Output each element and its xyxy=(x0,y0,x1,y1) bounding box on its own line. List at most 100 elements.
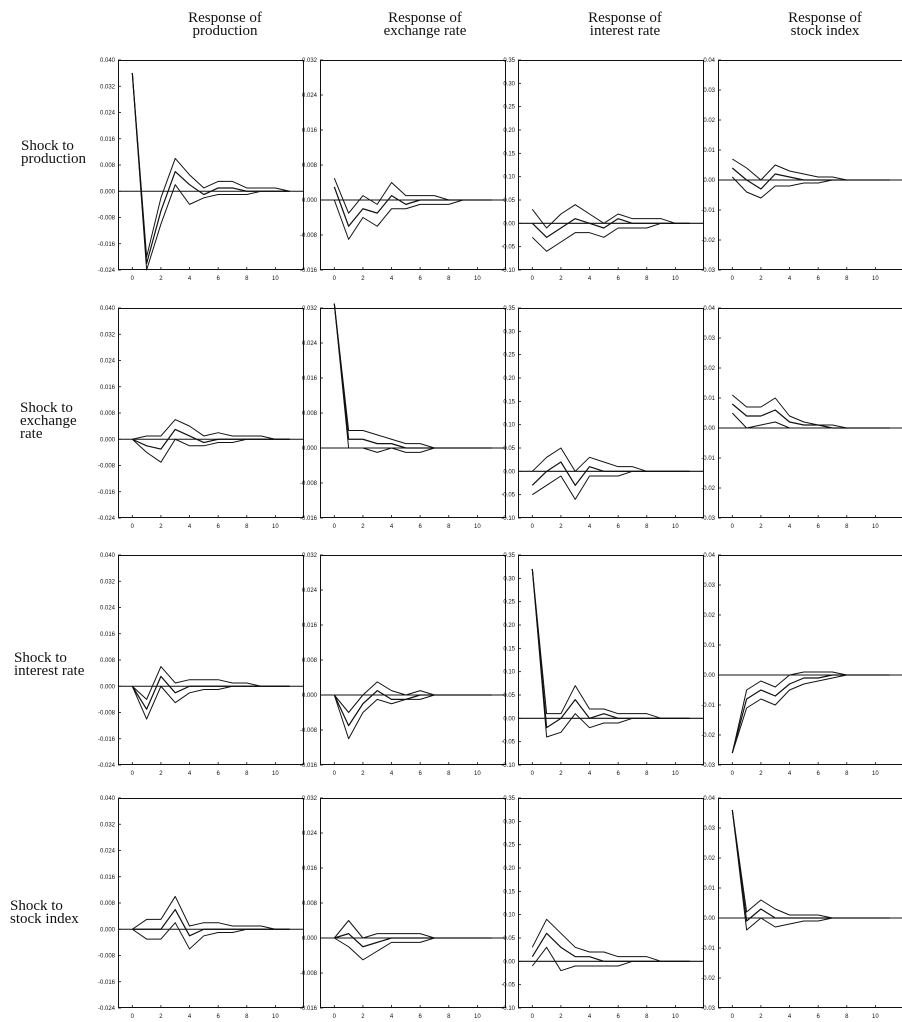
y-tick-label: 0.25 xyxy=(503,843,515,849)
y-tick-label: 0.05 xyxy=(503,693,515,699)
y-tick-label: 0.01 xyxy=(703,148,715,154)
x-tick-label: 2 xyxy=(559,524,563,530)
x-tick-label: 6 xyxy=(216,276,220,282)
y-tick-label: 0.35 xyxy=(503,796,515,802)
y-tick-label: 0.000 xyxy=(302,936,318,942)
y-tick-label: 0.008 xyxy=(100,901,116,907)
y-tick-label: -0.01 xyxy=(701,946,715,952)
response-line xyxy=(334,934,491,947)
confidence-band-line xyxy=(132,686,289,719)
x-tick-label: 10 xyxy=(474,1014,481,1020)
x-tick-label: 2 xyxy=(759,276,763,282)
x-tick-label: 0 xyxy=(333,276,337,282)
y-tick-label: 0.000 xyxy=(302,693,318,699)
y-tick-label: 0.04 xyxy=(703,553,715,559)
y-tick-label: -0.10 xyxy=(501,516,515,522)
x-tick-label: 8 xyxy=(845,771,849,777)
confidence-band-line xyxy=(132,439,289,462)
y-tick-label: 0.03 xyxy=(703,88,715,94)
plot-frame xyxy=(519,799,704,1008)
x-tick-label: 6 xyxy=(418,1014,422,1020)
y-tick-label: 0.01 xyxy=(703,643,715,649)
x-tick-label: 8 xyxy=(645,276,649,282)
y-tick-label: 0.032 xyxy=(100,84,116,90)
x-tick-label: 10 xyxy=(872,524,879,530)
y-tick-label: 0.016 xyxy=(302,128,318,134)
x-tick-label: 10 xyxy=(474,771,481,777)
x-tick-label: 6 xyxy=(418,771,422,777)
y-tick-label: -0.02 xyxy=(701,976,715,982)
y-tick-label: 0.05 xyxy=(503,198,515,204)
y-tick-label: 0.040 xyxy=(100,796,116,802)
y-tick-label: 0.03 xyxy=(703,583,715,589)
x-tick-label: 10 xyxy=(672,1014,679,1020)
response-line xyxy=(532,933,689,961)
plot-frame xyxy=(719,556,902,765)
column-header-line: production xyxy=(145,25,305,38)
y-tick-label: 0.20 xyxy=(503,623,515,629)
y-tick-label: 0.040 xyxy=(100,306,116,312)
y-tick-label: 0.04 xyxy=(703,58,715,64)
x-tick-label: 2 xyxy=(361,771,365,777)
y-tick-label: -0.024 xyxy=(98,763,116,769)
y-tick-label: 0.032 xyxy=(100,822,116,828)
x-tick-label: 8 xyxy=(447,1014,451,1020)
y-tick-label: 0.008 xyxy=(100,658,116,664)
y-tick-label: 0.024 xyxy=(100,606,116,612)
x-tick-label: 10 xyxy=(272,771,279,777)
y-tick-label: 0.03 xyxy=(703,826,715,832)
y-tick-label: 0.05 xyxy=(503,446,515,452)
irf-chart: -0.024-0.016-0.0080.0000.0080.0160.0240.… xyxy=(118,555,304,779)
x-tick-label: 2 xyxy=(361,276,365,282)
y-tick-label: 0.00 xyxy=(703,673,715,679)
y-tick-label: 0.35 xyxy=(503,306,515,312)
y-tick-label: 0.008 xyxy=(302,658,318,664)
x-tick-label: 4 xyxy=(788,524,792,530)
y-tick-label: -0.03 xyxy=(701,268,715,274)
y-tick-label: 0.024 xyxy=(100,111,116,117)
response-line xyxy=(532,462,689,485)
x-tick-label: 0 xyxy=(531,1014,535,1020)
y-tick-label: -0.01 xyxy=(701,208,715,214)
x-tick-label: 2 xyxy=(159,524,163,530)
plot-frame xyxy=(119,309,304,518)
y-tick-label: 0.30 xyxy=(503,81,515,87)
y-tick-label: -0.05 xyxy=(501,493,515,499)
y-tick-label: -0.016 xyxy=(300,516,318,522)
irf-chart: -0.024-0.016-0.0080.0000.0080.0160.0240.… xyxy=(118,308,304,532)
confidence-band-line xyxy=(532,569,689,718)
plot-frame xyxy=(719,799,902,1008)
y-tick-label: 0.016 xyxy=(302,376,318,382)
response-line xyxy=(732,675,889,753)
y-tick-label: -0.05 xyxy=(501,245,515,251)
y-tick-label: 0.15 xyxy=(503,646,515,652)
y-tick-label: 0.00 xyxy=(503,716,515,722)
confidence-band-line xyxy=(532,947,689,970)
x-tick-label: 4 xyxy=(788,771,792,777)
y-tick-label: 0.032 xyxy=(302,58,318,64)
x-tick-label: 0 xyxy=(731,276,735,282)
x-tick-label: 10 xyxy=(872,276,879,282)
x-tick-label: 0 xyxy=(131,276,135,282)
y-tick-label: 0.024 xyxy=(302,588,318,594)
confidence-band-line xyxy=(532,919,689,961)
y-tick-label: -0.024 xyxy=(98,516,116,522)
confidence-band-line xyxy=(732,810,889,918)
y-tick-label: 0.00 xyxy=(703,426,715,432)
x-tick-label: 6 xyxy=(616,1014,620,1020)
y-tick-label: -0.016 xyxy=(300,268,318,274)
y-tick-label: -0.008 xyxy=(98,464,116,470)
y-tick-label: 0.016 xyxy=(100,632,116,638)
x-tick-label: 0 xyxy=(531,524,535,530)
y-tick-label: -0.008 xyxy=(300,233,318,239)
x-tick-label: 6 xyxy=(816,276,820,282)
y-tick-label: 0.01 xyxy=(703,886,715,892)
y-tick-label: 0.04 xyxy=(703,796,715,802)
